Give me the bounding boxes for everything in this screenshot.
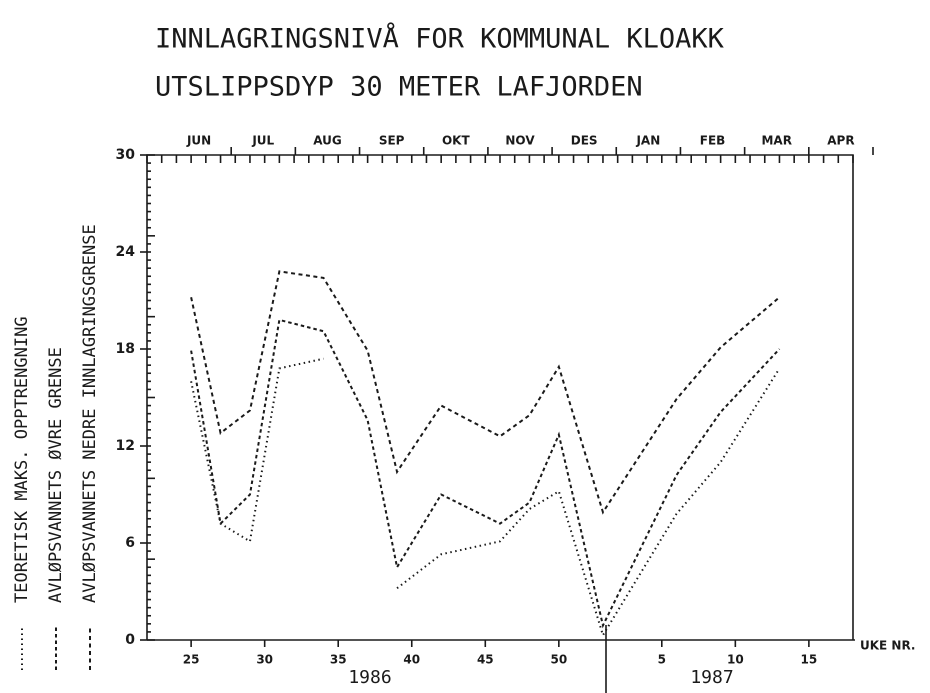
- x-tick-label: 30: [256, 653, 273, 667]
- series-line: [190, 357, 781, 638]
- y-tick-label: 30: [116, 147, 136, 163]
- y-tick-label: 24: [116, 244, 136, 260]
- x-tick-label: 35: [330, 653, 347, 667]
- month-label: NOV: [505, 134, 535, 148]
- legend-label: TEORETISK MAKS. OPPTRENGNING: [12, 316, 32, 603]
- year-label: 1987: [690, 667, 733, 688]
- month-label: JUN: [186, 134, 211, 148]
- month-label: JUL: [251, 134, 274, 148]
- y-tick-label: 18: [116, 341, 135, 357]
- month-label: AUG: [313, 134, 342, 148]
- series-line: [190, 318, 781, 629]
- chart-title: INNLAGRINGSNIVÅ FOR KOMMUNAL KLOAKK: [155, 23, 725, 55]
- month-label: OKT: [442, 134, 471, 148]
- year-label: 1986: [348, 667, 391, 688]
- y-tick-label: 0: [125, 632, 135, 648]
- y-tick-label: 6: [125, 535, 135, 551]
- month-label: FEB: [700, 134, 726, 148]
- x-tick-label: 25: [183, 653, 200, 667]
- x-axis-label: UKE NR.: [860, 639, 915, 653]
- y-tick-label: 12: [116, 438, 135, 454]
- x-tick-label: 50: [550, 653, 567, 667]
- month-label: APR: [827, 134, 854, 148]
- legend-label: AVLØPSVANNETS ØVRE GRENSE: [46, 347, 66, 603]
- month-label: JAN: [635, 134, 660, 148]
- x-tick-label: 45: [477, 653, 494, 667]
- legend-label: AVLØPSVANNETS NEDRE INNLAGRINGSGRENSE: [80, 224, 100, 603]
- x-tick-label: 40: [403, 653, 420, 667]
- month-label: SEP: [379, 134, 405, 148]
- month-label: MAR: [761, 134, 791, 148]
- series-line: [190, 270, 781, 515]
- chart-subtitle: UTSLIPPSDYP 30 METER LAFJORDEN: [155, 72, 643, 103]
- month-label: DES: [571, 134, 598, 148]
- x-tick-label: 15: [801, 653, 818, 667]
- x-tick-label: 5: [658, 653, 666, 667]
- x-tick-label: 10: [727, 653, 744, 667]
